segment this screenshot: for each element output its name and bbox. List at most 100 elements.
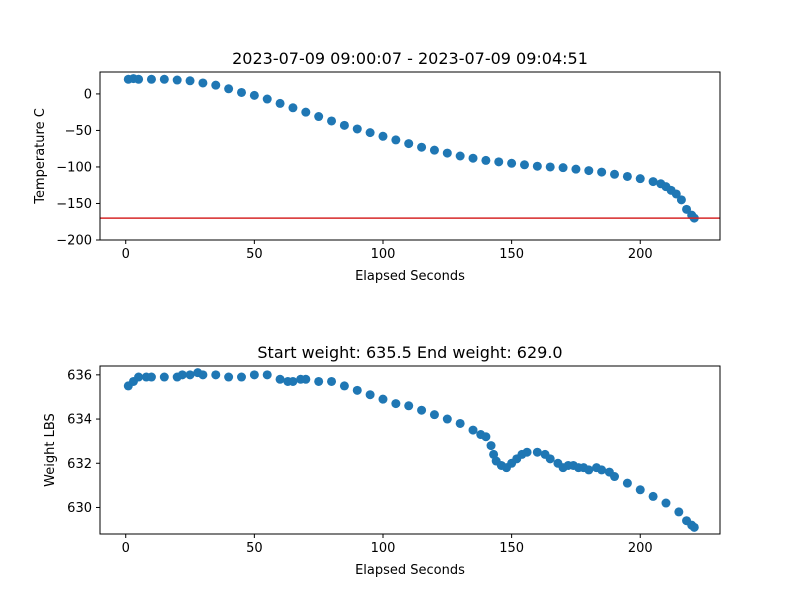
weight-data-point — [455, 418, 465, 428]
temperature-y-tick-label: −50 — [65, 124, 92, 139]
weight-data-point — [584, 465, 594, 475]
temperature-data-point — [172, 75, 182, 85]
temperature-y-tick-label: −100 — [56, 160, 92, 175]
temperature-y-tick-label: −150 — [56, 197, 92, 212]
temperature-data-point — [648, 177, 658, 187]
temperature-data-point — [558, 163, 568, 173]
weight-data-point — [185, 370, 195, 380]
weight-data-point — [391, 399, 401, 409]
temperature-data-point — [676, 195, 686, 205]
temperature-data-point — [339, 120, 349, 130]
weight-data-point — [301, 374, 311, 384]
temperature-data-point — [378, 131, 388, 141]
temperature-x-axis-label: Elapsed Seconds — [355, 269, 465, 284]
weight-data-point — [339, 381, 349, 391]
weight-data-point — [352, 385, 362, 395]
temperature-data-point — [610, 169, 620, 179]
temperature-data-point — [314, 112, 324, 122]
temperature-x-tick-label: 200 — [628, 247, 653, 262]
weight-data-point — [597, 465, 607, 475]
temperature-data-point — [352, 124, 362, 134]
weight-data-point — [314, 376, 324, 386]
temperature-data-point — [671, 189, 681, 199]
temperature-data-point — [507, 158, 517, 168]
weight-data-point — [545, 454, 555, 464]
temperature-data-point — [571, 164, 581, 174]
temperature-data-point — [404, 139, 414, 149]
temperature-data-point — [301, 107, 311, 117]
temperature-data-point — [545, 162, 555, 172]
temperature-data-point — [468, 153, 478, 163]
temperature-data-point — [275, 98, 285, 108]
weight-data-point — [486, 441, 496, 451]
weight-data-point — [249, 370, 259, 380]
weight-chart-title: Start weight: 635.5 End weight: 629.0 — [257, 343, 562, 362]
temperature-y-ticks: 0 −50 −100 −150 −200 — [56, 87, 100, 249]
weight-x-tick-label: 50 — [246, 541, 263, 556]
weight-x-tick-label: 0 — [122, 541, 130, 556]
weight-y-tick-label: 632 — [67, 457, 92, 472]
weight-data-point — [481, 432, 491, 442]
temperature-data-point — [236, 87, 246, 97]
weight-data-point — [661, 498, 671, 508]
weight-data-point — [442, 414, 452, 424]
temperature-data-point — [622, 171, 632, 181]
weight-data-point — [429, 410, 439, 420]
temperature-data-point — [682, 204, 692, 214]
temperature-y-axis-label: Temperature C — [33, 108, 48, 205]
temperature-data-point — [597, 167, 607, 177]
temperature-data-point — [288, 103, 298, 113]
weight-subplot: Start weight: 635.5 End weight: 629.0 0 5… — [43, 343, 721, 578]
temperature-y-tick-label: 0 — [84, 87, 92, 102]
temperature-data-point — [391, 135, 401, 145]
temperature-x-ticks: 0 50 100 150 200 — [122, 240, 653, 262]
temperature-data-point — [262, 94, 272, 104]
temperature-axes-frame — [99, 71, 721, 241]
weight-x-axis-label: Elapsed Seconds — [355, 563, 465, 578]
weight-data-point — [417, 405, 427, 415]
weight-data-point — [327, 376, 337, 386]
weight-data-point — [177, 370, 187, 380]
weight-y-axis-label: Weight LBS — [43, 413, 58, 487]
temperature-data-point — [532, 161, 542, 171]
weight-axes-frame — [99, 365, 721, 535]
weight-data-point — [211, 370, 221, 380]
weight-data-point — [134, 372, 144, 382]
temperature-x-tick-label: 100 — [371, 247, 396, 262]
weight-data-point — [635, 485, 645, 495]
weight-x-tick-label: 200 — [628, 541, 653, 556]
weight-data-point — [648, 491, 658, 501]
temperature-data-point — [327, 116, 337, 126]
temperature-x-tick-label: 150 — [499, 247, 524, 262]
weight-data-point — [532, 447, 542, 457]
temperature-subplot: 2023-07-09 09:00:07 - 2023-07-09 09:04:5… — [33, 49, 721, 284]
temperature-data-point — [146, 74, 156, 84]
temperature-data-point — [211, 80, 221, 90]
weight-data-point — [262, 370, 272, 380]
temperature-y-tick-label: −200 — [56, 234, 92, 249]
temperature-data-point — [198, 78, 208, 88]
weight-data-point — [378, 394, 388, 404]
weight-data-point — [622, 478, 632, 488]
weight-data-point — [146, 372, 156, 382]
weight-data-point — [198, 370, 208, 380]
weight-x-tick-label: 100 — [371, 541, 396, 556]
weight-y-tick-label: 634 — [67, 413, 92, 428]
weight-data-point — [404, 401, 414, 411]
weight-data-point — [468, 425, 478, 435]
weight-plot-area — [123, 368, 699, 532]
weight-x-tick-label: 150 — [499, 541, 524, 556]
temperature-data-point — [584, 166, 594, 176]
temperature-data-point — [481, 155, 491, 165]
temperature-data-point — [159, 74, 169, 84]
weight-data-point — [159, 372, 169, 382]
temperature-data-point — [365, 128, 375, 138]
weight-x-ticks: 0 50 100 150 200 — [122, 534, 653, 556]
temperature-data-point — [442, 148, 452, 158]
temperature-data-point — [429, 145, 439, 155]
temperature-chart-title: 2023-07-09 09:00:07 - 2023-07-09 09:04:5… — [232, 49, 588, 68]
weight-y-tick-label: 636 — [67, 368, 92, 383]
temperature-data-point — [224, 84, 234, 94]
weight-data-point — [610, 472, 620, 482]
